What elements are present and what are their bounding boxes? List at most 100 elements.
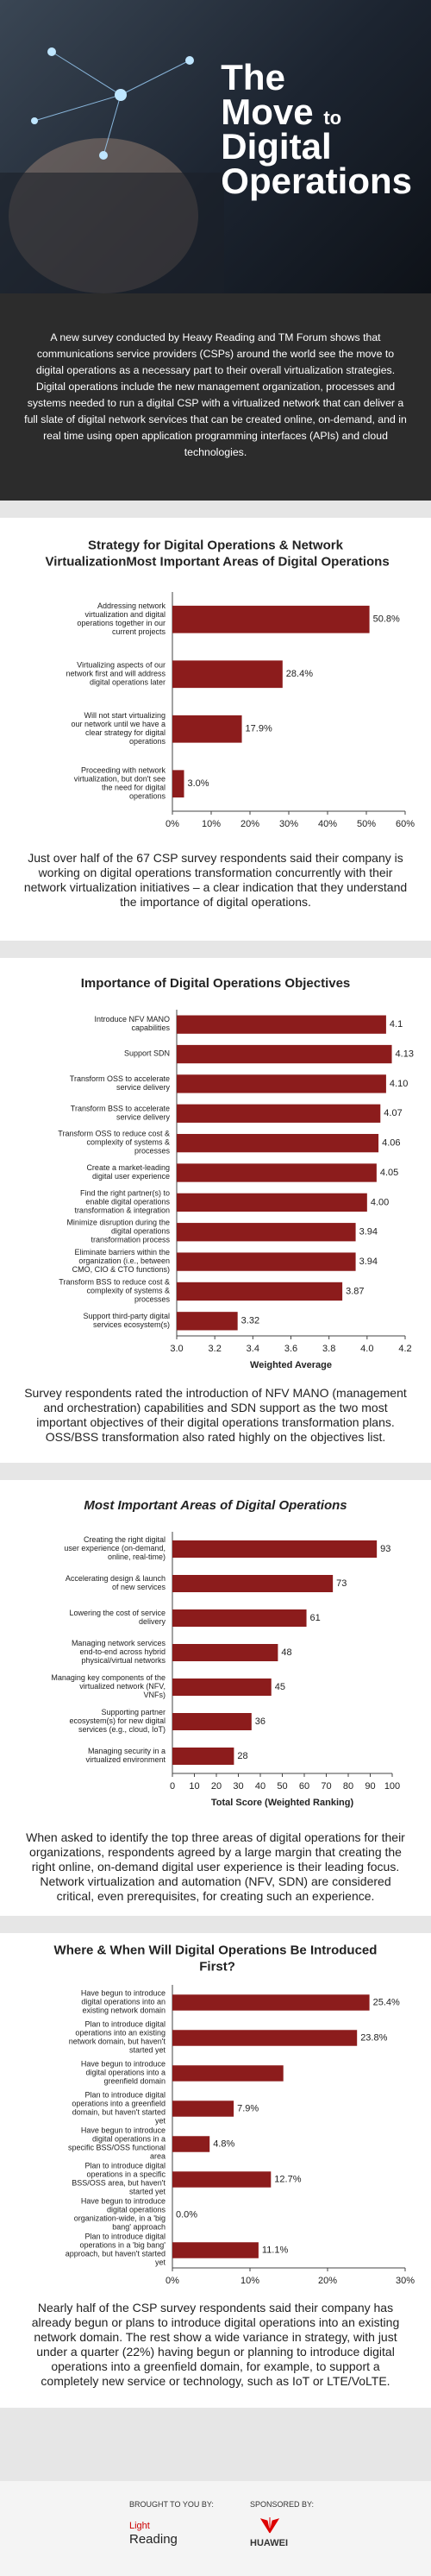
- value-label: 4.05: [380, 1168, 398, 1178]
- y-tick-label: Find the right partner(s) to enable digi…: [72, 1189, 171, 1215]
- bar: [177, 1133, 379, 1153]
- y-tick-label: Proceeding with network virtualization, …: [72, 766, 166, 801]
- brand-prefix: Light: [129, 2521, 150, 2531]
- bar: [177, 1104, 381, 1123]
- bar: [177, 1015, 386, 1034]
- value-label: 4.06: [382, 1138, 400, 1149]
- y-tick-label: Have begun to introduce digital operatio…: [81, 2060, 166, 2086]
- value-label: 3.94: [359, 1227, 378, 1238]
- chart-title: Most Important Areas of Digital Operatio…: [84, 1498, 347, 1513]
- value-label: 11.1%: [262, 2245, 289, 2255]
- bar: [172, 1678, 272, 1696]
- bar: [172, 1748, 234, 1765]
- charts: Strategy for Digital Operations & Networ…: [0, 518, 431, 2408]
- note: When asked to identify the top three are…: [26, 1830, 405, 1903]
- chart-section: Strategy for Digital Operations & Networ…: [0, 518, 431, 941]
- bar: [172, 660, 283, 689]
- x-tick-label: 20: [211, 1781, 222, 1792]
- value-label: 4.8%: [213, 2138, 234, 2149]
- value-label: 28: [237, 1751, 247, 1761]
- value-label: 3.32: [241, 1316, 259, 1326]
- y-tick-label: Support third-party digital services eco…: [83, 1312, 170, 1329]
- y-tick-label: Have begun to introduce digital operatio…: [66, 2126, 166, 2161]
- note: Just over half of the 67 CSP survey resp…: [23, 851, 408, 909]
- x-tick-label: 0%: [166, 2276, 179, 2286]
- value-label: 93: [380, 1544, 390, 1554]
- x-tick-label: 100: [384, 1781, 400, 1792]
- y-tick-label: Plan to introduce digital operations in …: [63, 2233, 166, 2267]
- value-label: 45: [275, 1682, 285, 1692]
- bar: [177, 1312, 238, 1331]
- x-tick-label: 3.0: [170, 1344, 183, 1354]
- y-tick-label: Minimize disruption during the digital o…: [66, 1219, 170, 1244]
- bar: [172, 1575, 334, 1592]
- bar: [172, 1994, 370, 2011]
- x-tick-label: 50: [277, 1781, 287, 1792]
- x-tick-label: 0%: [166, 819, 179, 829]
- x-tick-label: 4.2: [398, 1344, 411, 1354]
- x-tick-label: 4.0: [360, 1344, 373, 1354]
- value-label: 3.94: [359, 1257, 378, 1267]
- y-tick-label: Managing key components of the virtualiz…: [51, 1673, 166, 1699]
- value-label: 50.8%: [373, 614, 400, 625]
- y-tick-label: Virtualizing aspects of our network firs…: [64, 661, 166, 687]
- bar: [172, 1644, 278, 1661]
- bar: [172, 2136, 210, 2152]
- header-art: [0, 47, 224, 293]
- title-line: Move: [221, 91, 314, 132]
- x-tick-label: 30: [233, 1781, 243, 1792]
- bar: [172, 2171, 272, 2188]
- x-tick-label: 3.8: [322, 1344, 335, 1354]
- brand: Reading: [129, 2532, 178, 2547]
- note: Survey respondents rated the introductio…: [24, 1386, 407, 1444]
- value-label: 4.00: [371, 1197, 389, 1207]
- x-tick-label: 10: [189, 1781, 199, 1792]
- bar: [177, 1193, 367, 1212]
- x-tick-label: 30%: [396, 2276, 415, 2286]
- chart-section: Where & When Will Digital Operations Be …: [0, 1933, 431, 2408]
- y-tick-label: Transform OSS to accelerate service deli…: [70, 1074, 171, 1092]
- bar: [172, 2242, 259, 2258]
- bar: [172, 2030, 358, 2046]
- value-label: 25.4%: [373, 1997, 400, 2007]
- chart-title: Where & When Will Digital Operations Be …: [54, 1943, 378, 1974]
- x-tick-label: 3.4: [247, 1344, 259, 1354]
- bar: [177, 1282, 343, 1301]
- x-tick-label: 10%: [202, 819, 221, 829]
- bar: [172, 1540, 378, 1558]
- x-axis-label: Total Score (Weighted Ranking): [211, 1798, 354, 1808]
- bar: [172, 2100, 234, 2117]
- bar: [172, 605, 370, 633]
- x-tick-label: 60%: [396, 819, 415, 829]
- y-tick-label: Transform BSS to reduce cost & complexit…: [59, 1278, 170, 1304]
- bar: [177, 1074, 386, 1093]
- x-tick-label: 3.6: [284, 1344, 297, 1354]
- y-tick-label: Have begun to introduce digital operatio…: [72, 2197, 166, 2232]
- y-tick-label: Lowering the cost of service delivery: [69, 1609, 166, 1626]
- y-tick-label: Plan to introduce digital operations int…: [66, 2020, 166, 2055]
- x-tick-label: 0: [170, 1781, 175, 1792]
- footer: BROUGHT TO YOU BY: Light Reading SPONSOR…: [0, 2408, 431, 2576]
- sponsor: HUAWEI: [250, 2538, 288, 2548]
- y-tick-label: Creating the right digital user experien…: [62, 1535, 166, 1561]
- chart: Importance of Digital Operations Objecti…: [58, 976, 414, 1370]
- title-line: Digital: [221, 125, 332, 167]
- y-tick-label: Plan to introduce digital operations int…: [70, 2091, 166, 2126]
- x-tick-label: 90: [365, 1781, 375, 1792]
- value-label: 4.1: [390, 1019, 403, 1030]
- bar: [177, 1252, 356, 1271]
- y-tick-label: Supporting partner ecosystem(s) for new …: [67, 1708, 166, 1734]
- y-tick-label: Will not start virtualizing our network …: [69, 711, 166, 746]
- brand-logo: Light Reading: [129, 2517, 178, 2547]
- value-label: 0.0%: [176, 2209, 197, 2220]
- bar: [172, 770, 184, 798]
- y-tick-label: Transform BSS to accelerate service deli…: [71, 1105, 171, 1122]
- x-tick-label: 20%: [240, 819, 259, 829]
- value-label: 4.10: [390, 1079, 408, 1089]
- note: Nearly half of the CSP survey respondent…: [31, 2301, 400, 2388]
- x-tick-label: 80: [343, 1781, 353, 1792]
- y-tick-label: Have begun to introduce digital operatio…: [79, 1989, 166, 2015]
- x-tick-label: 50%: [357, 819, 376, 829]
- footer-box: BROUGHT TO YOU BY: Light Reading SPONSOR…: [0, 2481, 431, 2576]
